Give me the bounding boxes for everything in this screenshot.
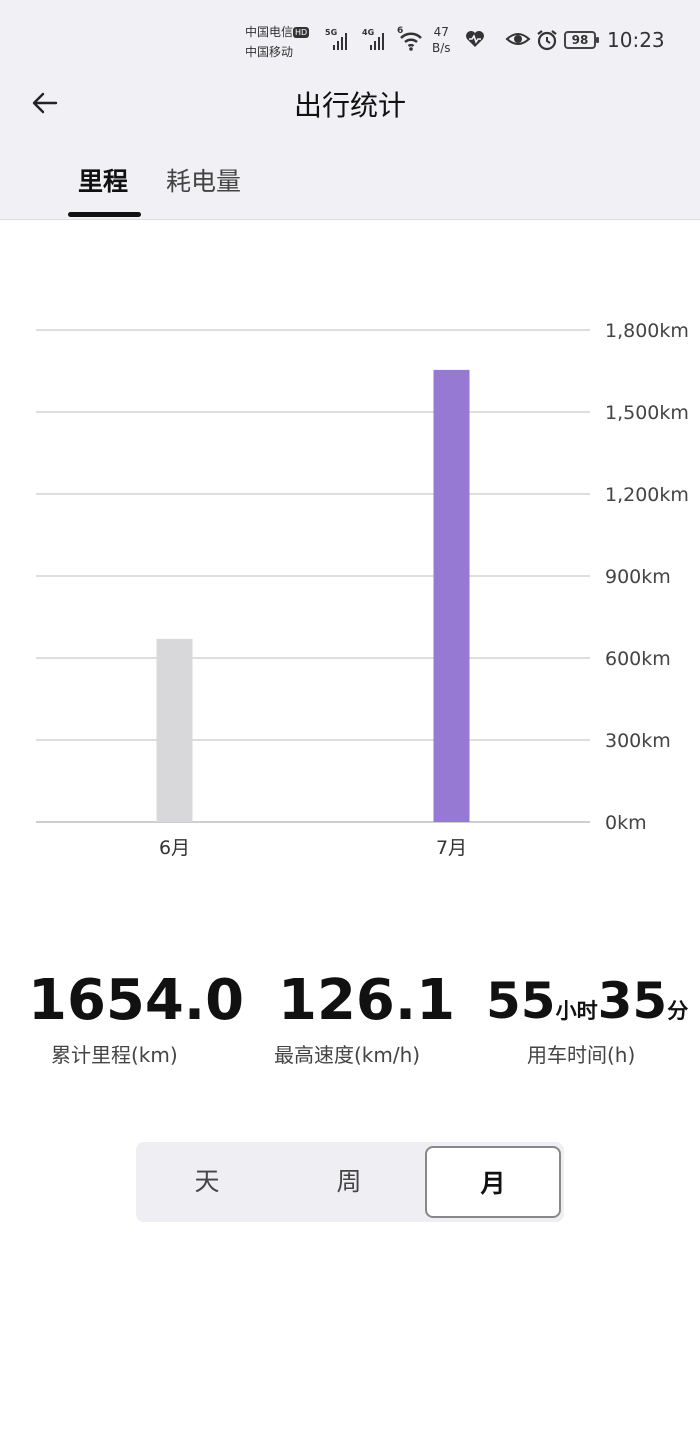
carrier-2: 中国移动	[245, 45, 294, 59]
x-tick-label: 7月	[436, 837, 467, 859]
max-speed-value: 126.1	[278, 968, 456, 1033]
distance-label: 累计里程(km)	[51, 1043, 178, 1067]
bar	[156, 638, 193, 822]
y-tick-label: 300km	[605, 730, 671, 752]
mileage-bar-chart: 0km 300km 600km 900km 1,200km 1,500km 1,800km 6…	[0, 300, 700, 880]
period-week-button[interactable]: 周	[336, 1167, 362, 1196]
drive-minutes-unit: 分	[667, 999, 689, 1023]
drive-time-label: 用车时间(h)	[527, 1043, 636, 1067]
period-month-button[interactable]: 月	[425, 1146, 561, 1218]
header-background	[0, 0, 700, 220]
heart-health-icon	[464, 28, 486, 56]
arrow-left-icon	[32, 92, 58, 114]
net-speed: 47 B/s	[432, 25, 451, 55]
hd-badge: HD	[293, 27, 310, 38]
battery-icon: 98	[564, 31, 599, 49]
y-tick-label: 600km	[605, 648, 671, 670]
drive-time-value: 55小时35分	[486, 966, 688, 1046]
wifi-icon: 6	[397, 26, 425, 52]
period-selector: 天 周 月	[136, 1142, 564, 1222]
x-tick-label: 6月	[159, 837, 190, 859]
back-button[interactable]	[30, 88, 64, 122]
active-tab-indicator	[68, 212, 141, 217]
y-tick-label: 0km	[605, 812, 647, 834]
distance-value: 1654.0	[28, 968, 245, 1033]
bar	[433, 369, 470, 822]
signal-4g-icon: 4G	[362, 28, 388, 50]
drive-hours: 55	[486, 972, 556, 1030]
drive-hours-unit: 小时	[555, 999, 598, 1023]
clock: 10:23	[607, 28, 665, 52]
max-speed-label: 最高速度(km/h)	[274, 1043, 421, 1067]
eye-icon	[505, 28, 531, 56]
carrier-1: 中国电信	[245, 25, 294, 39]
status-bar: 中国电信 HD 中国移动 5G 4G 6 47 B/s 98 10:23	[0, 0, 700, 80]
tab-mileage[interactable]: 里程	[78, 167, 129, 196]
y-tick-label: 1,800km	[605, 320, 689, 342]
page-title: 出行统计	[293, 89, 406, 122]
y-tick-label: 900km	[605, 566, 671, 588]
y-tick-label: 1,200km	[605, 484, 689, 506]
signal-5g-icon: 5G	[325, 28, 351, 50]
alarm-icon	[535, 28, 559, 58]
y-tick-label: 1,500km	[605, 402, 689, 424]
drive-minutes: 35	[597, 972, 668, 1030]
period-day-button[interactable]: 天	[194, 1167, 220, 1196]
carrier-info: 中国电信 HD 中国移动	[245, 22, 310, 62]
tab-energy[interactable]: 耗电量	[166, 167, 242, 196]
